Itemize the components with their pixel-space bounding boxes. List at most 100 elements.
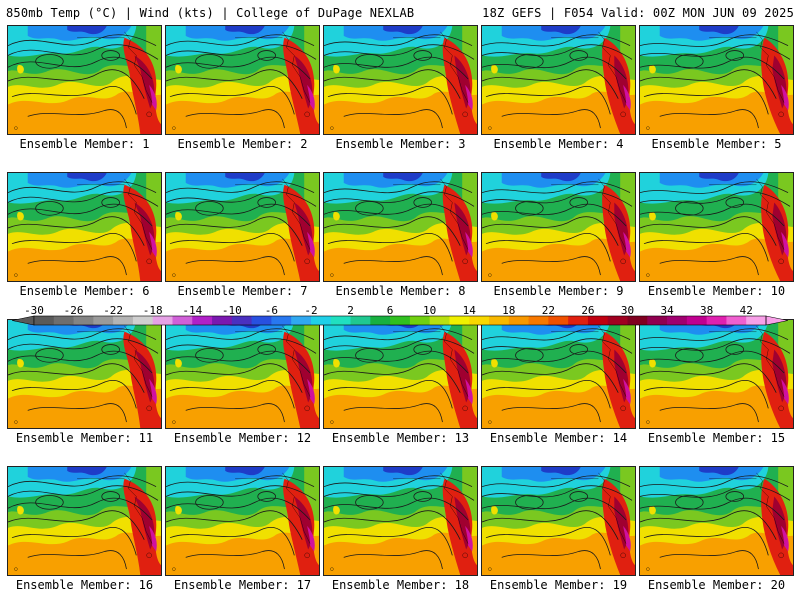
colorbar-segment [93, 316, 114, 325]
colorbar-segment [409, 316, 430, 325]
ensemble-member-label: Ensemble Member: 15 [647, 431, 786, 445]
colorbar-segment [429, 316, 450, 325]
colorbar-segment [350, 316, 371, 325]
colorbar-segment [172, 316, 193, 325]
colorbar-tick-label: -26 [64, 304, 84, 317]
colorbar-segment [508, 316, 529, 325]
colorbar-tick-label: 42 [740, 304, 753, 317]
colorbar-segment [310, 316, 332, 325]
ensemble-member-label: Ensemble Member: 4 [493, 137, 624, 151]
ensemble-map-panel [639, 172, 794, 282]
colorbar-tick-label: -6 [265, 304, 278, 317]
ensemble-member-label: Ensemble Member: 2 [177, 137, 308, 151]
ensemble-map-panel [323, 466, 478, 576]
colorbar-segment [192, 316, 213, 325]
ensemble-map-panel [323, 25, 478, 135]
ensemble-map-panel [323, 319, 478, 429]
ensemble-member-label: Ensemble Member: 7 [177, 284, 308, 298]
colorbar-segment [469, 316, 490, 325]
colorbar-tick-label: -18 [143, 304, 163, 317]
temperature-colorbar: -30 -26 -22 -18 -14 -10 -6 -2 2 6 10 14 18 22 26 30 34 38… [12, 304, 788, 326]
ensemble-member-label: Ensemble Member: 18 [331, 578, 470, 592]
ensemble-member-label: Ensemble Member: 17 [173, 578, 312, 592]
colorbar-tick-label: 38 [700, 304, 713, 317]
run-info: 18Z GEFS | F054 Valid: 00Z MON JUN 09 20… [482, 6, 794, 20]
colorbar-tick-label: -22 [103, 304, 123, 317]
colorbar-segment [647, 316, 668, 325]
ensemble-member-label: Ensemble Member: 6 [19, 284, 150, 298]
colorbar-tick-label: 10 [423, 304, 436, 317]
ensemble-member-label: Ensemble Member: 11 [15, 431, 154, 445]
colorbar-segment [489, 316, 510, 325]
colorbar-tick-label: 34 [660, 304, 674, 317]
colorbar-segment [212, 316, 233, 325]
colorbar-segment [330, 316, 351, 325]
ensemble-member-label: Ensemble Member: 3 [335, 137, 466, 151]
ensemble-member-label: Ensemble Member: 9 [493, 284, 624, 298]
ensemble-map-panel [481, 172, 636, 282]
colorbar-tick-label: 14 [463, 304, 477, 317]
ensemble-member-label: Ensemble Member: 8 [335, 284, 466, 298]
ensemble-member-label: Ensemble Member: 5 [651, 137, 782, 151]
colorbar-segment [686, 316, 707, 325]
ensemble-map-panel [7, 319, 162, 429]
ensemble-map-panel [639, 25, 794, 135]
colorbar-segment [449, 316, 470, 325]
ensemble-map-panel [639, 319, 794, 429]
ensemble-member-label: Ensemble Member: 19 [489, 578, 628, 592]
colorbar-tick-label: -30 [24, 304, 44, 317]
colorbar-segment [667, 316, 688, 325]
colorbar-tick-label: 2 [347, 304, 354, 317]
ensemble-member-label: Ensemble Member: 12 [173, 431, 312, 445]
colorbar-segment [627, 316, 648, 325]
colorbar-segment [706, 316, 727, 325]
colorbar-segment [231, 316, 252, 325]
ensemble-map-panel [7, 172, 162, 282]
colorbar-segment [53, 316, 74, 325]
ensemble-map-panel [165, 319, 320, 429]
colorbar-max-arrow [765, 315, 788, 326]
colorbar-segment [587, 316, 609, 325]
colorbar-tick-label: -2 [304, 304, 317, 317]
colorbar-segment [271, 316, 292, 325]
colorbar-segment [73, 316, 94, 325]
ensemble-map-panel [481, 466, 636, 576]
colorbar-segment [132, 316, 154, 325]
ensemble-map-panel [7, 466, 162, 576]
colorbar-tick-label: 18 [502, 304, 515, 317]
ensemble-member-label: Ensemble Member: 20 [647, 578, 786, 592]
colorbar-frame [33, 315, 767, 326]
colorbar-tick-label: 26 [581, 304, 594, 317]
colorbar-segment [291, 316, 312, 325]
colorbar-tick-label: -14 [182, 304, 202, 317]
ensemble-map-panel [7, 25, 162, 135]
ensemble-map-panel [165, 25, 320, 135]
colorbar-segment [113, 316, 134, 325]
colorbar-segment [528, 316, 549, 325]
ensemble-map-panel [639, 466, 794, 576]
colorbar-segment [34, 316, 55, 325]
colorbar-segment [568, 316, 589, 325]
ensemble-map-panel [481, 319, 636, 429]
ensemble-member-label: Ensemble Member: 14 [489, 431, 628, 445]
ensemble-map-panel [165, 466, 320, 576]
colorbar-tick-label: 30 [621, 304, 634, 317]
colorbar-min-arrow [12, 315, 35, 326]
ensemble-member-label: Ensemble Member: 16 [15, 578, 154, 592]
ensemble-member-label: Ensemble Member: 13 [331, 431, 470, 445]
colorbar-tick-label: 22 [542, 304, 555, 317]
map-title: 850mb Temp (°C) | Wind (kts) | College o… [6, 6, 415, 20]
ensemble-member-label: Ensemble Member: 10 [647, 284, 786, 298]
colorbar-tick-label: 6 [387, 304, 394, 317]
ensemble-map-panel [481, 25, 636, 135]
colorbar-segment [390, 316, 411, 325]
ensemble-map-panel [323, 172, 478, 282]
colorbar-segment [152, 316, 173, 325]
ensemble-member-label: Ensemble Member: 1 [19, 137, 150, 151]
colorbar-segment [726, 316, 747, 325]
colorbar-segment [251, 316, 272, 325]
colorbar-segment [746, 316, 767, 325]
colorbar-tick-label: -10 [222, 304, 242, 317]
colorbar-segment [548, 316, 569, 325]
colorbar-segment [370, 316, 391, 325]
